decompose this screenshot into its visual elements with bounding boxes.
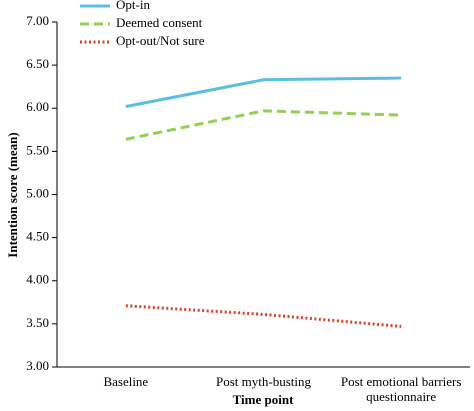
y-tick-label: 7.00 [26,13,49,28]
y-tick-label: 6.50 [26,56,49,71]
y-tick-label: 3.50 [26,315,49,330]
x-tick-label: Baseline [103,374,149,389]
legend-label: Opt-in [116,0,150,12]
line [125,109,402,141]
legend-label: Opt-out/Not sure [116,33,205,48]
y-tick-label: 4.00 [26,272,49,287]
x-tick-label: Post myth-busting [216,374,311,389]
y-axis-title: Intention score (mean) [5,132,20,257]
legend-label: Deemed consent [116,15,203,30]
y-tick-label: 3.00 [26,358,49,373]
x-tick-label: Post emotional barriers questionnaire [340,374,462,404]
y-tick-label: 6.00 [26,99,49,114]
line [125,76,402,108]
y-tick-label: 5.50 [26,142,49,157]
y-tick-label: 4.50 [26,229,49,244]
y-tick-label: 5.00 [26,185,49,200]
x-axis-title: Time point [233,392,294,407]
line [125,304,402,328]
